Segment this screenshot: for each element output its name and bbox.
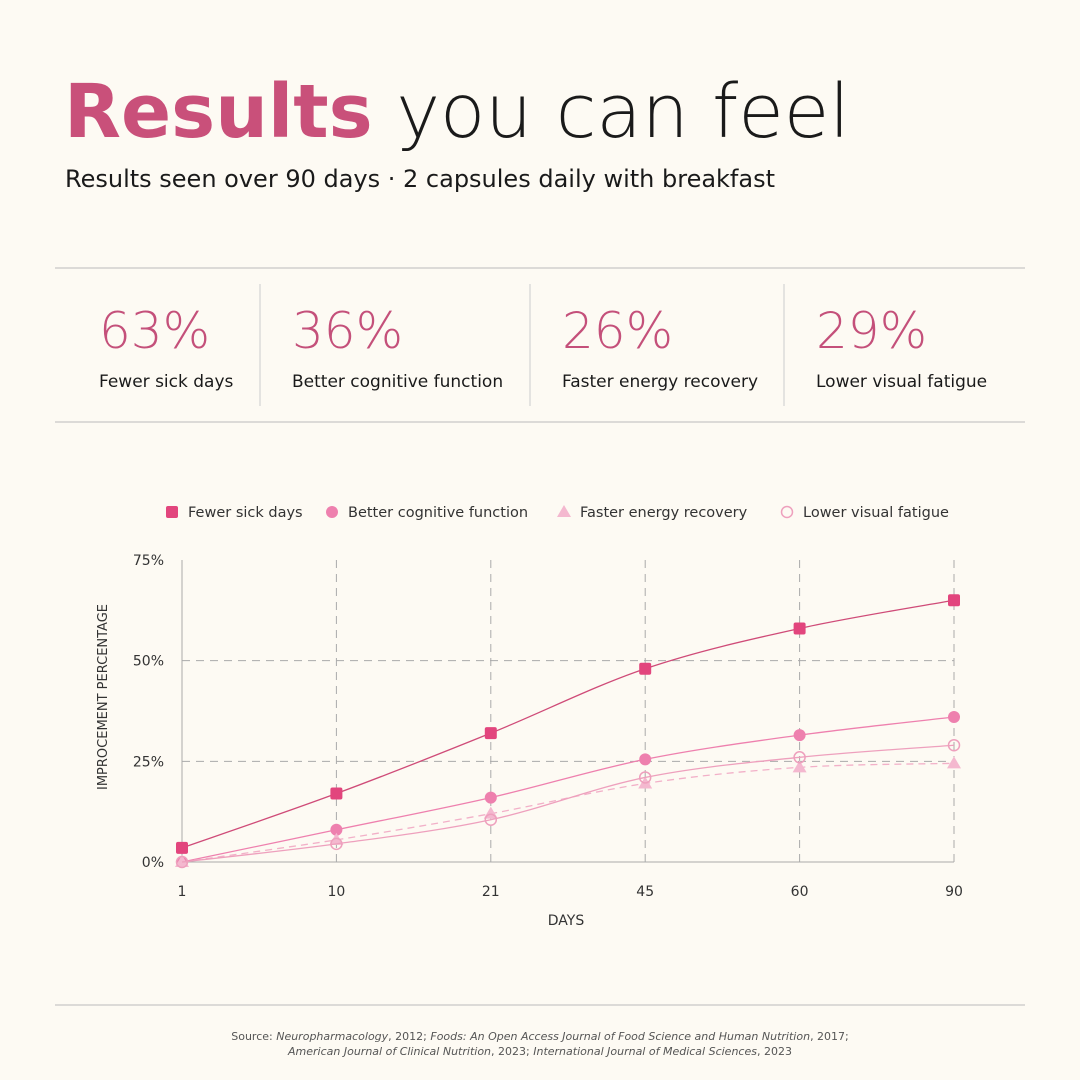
marker (792, 760, 807, 773)
legend-label: Lower visual fatigue (803, 505, 949, 521)
x-tick-label: 10 (327, 884, 345, 900)
y-tick-label: 50% (133, 654, 164, 670)
marker (780, 505, 794, 519)
x-tick-label: 21 (482, 884, 500, 900)
series-line (181, 762, 955, 863)
source-line: American Journal of Clinical Nutrition, … (287, 1045, 792, 1058)
marker (326, 506, 338, 518)
source-part: American Journal of Clinical Nutrition (287, 1045, 491, 1058)
legend-label: Better cognitive function (348, 505, 528, 521)
title-bold: Results (64, 69, 373, 155)
title: Results you can feel (64, 69, 850, 155)
stat-label: Lower visual fatigue (816, 372, 987, 392)
source-part: , 2023 (757, 1045, 792, 1058)
stat-value: 63% (99, 302, 210, 360)
x-tick-label: 90 (945, 884, 963, 900)
marker (330, 823, 343, 836)
y-axis-label: IMPROCEMENT PERCENTAGE (96, 604, 111, 790)
marker (639, 662, 652, 675)
marker (484, 727, 497, 740)
source-line: Source: Neuropharmacology, 2012; Foods: … (231, 1030, 849, 1043)
y-tick-label: 25% (133, 754, 164, 770)
marker (638, 771, 652, 784)
source-part: , 2017; (810, 1030, 849, 1043)
marker (330, 837, 343, 851)
marker (793, 622, 806, 635)
marker (947, 738, 961, 752)
x-axis-label: DAYS (548, 913, 585, 929)
stat-label: Better cognitive function (292, 372, 503, 392)
series-line (181, 599, 955, 849)
marker (175, 855, 189, 867)
legend-label: Fewer sick days (188, 505, 303, 521)
marker (176, 841, 188, 854)
marker (948, 711, 960, 724)
marker (484, 791, 497, 804)
marker (947, 756, 961, 769)
marker (793, 729, 806, 742)
source-part: Neuropharmacology (276, 1030, 388, 1043)
stat-label: Faster energy recovery (562, 372, 758, 392)
series-line (181, 716, 955, 863)
marker (484, 813, 498, 826)
stat-value: 26% (562, 302, 673, 360)
stat-label: Fewer sick days (99, 372, 234, 392)
source-part: Source: (231, 1030, 276, 1043)
x-tick-label: 1 (178, 884, 187, 900)
stat-value: 29% (816, 302, 927, 360)
stats: 63% Fewer sick days 36% Better cognitive fu… (99, 302, 987, 392)
marker (639, 753, 652, 766)
marker (557, 505, 571, 517)
source-part: , 2012; (388, 1030, 430, 1043)
marker (948, 594, 960, 607)
x-tick-label: 60 (791, 884, 809, 900)
marker (166, 506, 178, 518)
source-part: International Journal of Medical Science… (533, 1045, 757, 1058)
stat-value: 36% (292, 302, 403, 360)
marker (793, 751, 806, 764)
y-tick-label: 0% (142, 855, 164, 871)
title-rest: you can feel (396, 69, 850, 155)
legend-label: Faster energy recovery (580, 505, 748, 521)
series-line (181, 744, 955, 863)
marker (175, 855, 189, 869)
source-part: , 2023; (491, 1045, 533, 1058)
chart: 0% 25% 50% 75% 1 10 21 45 60 90 DAYS IMPROCEMENT PE… (96, 505, 963, 929)
x-tick-label: 45 (636, 884, 654, 900)
subtitle: Results seen over 90 days · 2 capsules d… (65, 165, 775, 193)
source: Source: Neuropharmacology, 2012; Foods: … (231, 1030, 849, 1058)
source-part: Foods: An Open Access Journal of Food Sc… (430, 1030, 810, 1043)
marker (330, 787, 343, 800)
y-tick-label: 75% (133, 553, 164, 569)
